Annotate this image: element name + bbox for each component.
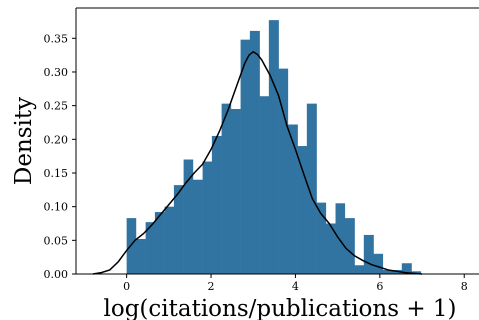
histogram-bar-19 [306,103,317,274]
histogram-bar-20 [316,202,327,274]
y-axis-label: Density [11,97,37,185]
histogram-bar-12 [240,39,251,275]
x-ticks: 0 2 4 6 8 [123,274,468,293]
histogram-bar-22 [335,203,346,274]
histogram-bar-7 [192,179,203,274]
y-tick-label: 0.35 [44,32,69,45]
kde-curve [92,50,423,275]
histogram-bar-29 [401,263,412,274]
x-tick-label: 4 [292,280,299,293]
histogram-bar-4 [164,206,175,274]
histogram-bar-21 [325,223,336,274]
histogram-bar-6 [183,159,194,274]
histogram-bar-25 [363,234,374,274]
x-tick-label: 0 [123,280,130,293]
x-tick-label: 2 [208,280,215,293]
histogram-bar-0 [126,218,137,274]
histogram-bar-3 [154,212,165,274]
histogram-bar-30 [411,271,422,274]
y-ticks: 0.00 0.05 0.10 0.15 0.20 0.25 0.30 0.35 [44,32,76,281]
y-tick-label: 0.15 [44,167,69,180]
histogram-bar-1 [135,238,146,274]
histogram-bar-17 [287,124,298,274]
histogram-bar-16 [278,68,289,274]
histogram-bars [126,20,422,275]
y-tick-label: 0.00 [44,268,69,281]
histogram-bar-9 [211,135,222,274]
histogram-bar-24 [354,265,365,274]
y-tick-label: 0.20 [44,133,69,146]
y-tick-label: 0.30 [44,66,69,79]
histogram-bar-27 [382,269,393,274]
y-tick-label: 0.10 [44,201,69,214]
histogram-bar-11 [230,109,241,274]
histogram-bar-13 [249,30,260,275]
histogram-bar-2 [145,222,156,274]
histogram-bar-23 [344,218,355,274]
histogram-bar-10 [221,103,232,274]
histogram-bar-5 [173,185,184,274]
x-axis-label: log(citations/publications + 1) [103,296,456,320]
axes [75,7,479,275]
histogram-bar-14 [259,96,270,274]
histogram-bar-26 [373,253,384,274]
y-tick-label: 0.05 [44,234,69,247]
histogram-bar-8 [202,161,213,274]
x-tick-label: 8 [461,280,468,293]
y-tick-label: 0.25 [44,100,69,113]
histogram-bar-18 [297,146,308,274]
x-tick-label: 6 [376,280,383,293]
histogram-bar-15 [268,20,279,275]
